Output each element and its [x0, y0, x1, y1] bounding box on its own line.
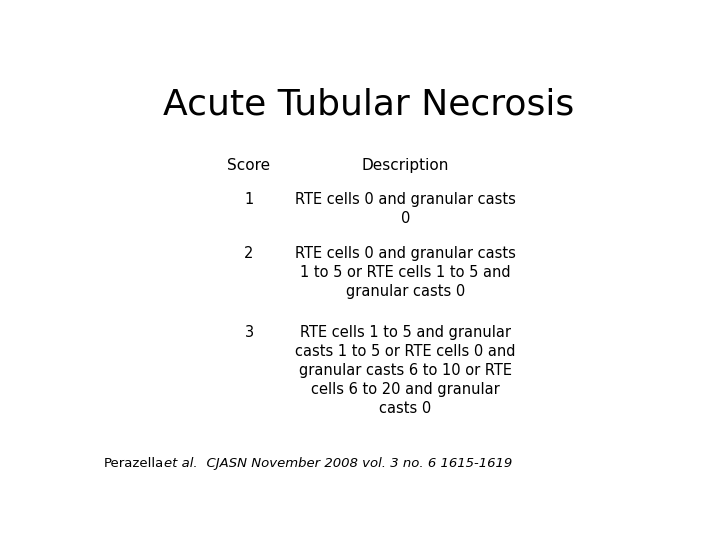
Text: RTE cells 1 to 5 and granular
casts 1 to 5 or RTE cells 0 and
granular casts 6 t: RTE cells 1 to 5 and granular casts 1 to…	[295, 325, 516, 416]
Text: RTE cells 0 and granular casts
0: RTE cells 0 and granular casts 0	[294, 192, 516, 226]
Text: Score: Score	[228, 158, 271, 173]
Text: et al.: et al.	[164, 457, 198, 470]
Text: Perazella: Perazella	[104, 457, 164, 470]
Text: Acute Tubular Necrosis: Acute Tubular Necrosis	[163, 87, 575, 122]
Text: RTE cells 0 and granular casts
1 to 5 or RTE cells 1 to 5 and
granular casts 0: RTE cells 0 and granular casts 1 to 5 or…	[294, 246, 516, 299]
Text: Description: Description	[361, 158, 449, 173]
Text: 1: 1	[244, 192, 253, 207]
Text: 2: 2	[244, 246, 253, 261]
Text: 3: 3	[245, 325, 253, 340]
Text: CJASN November 2008 vol. 3 no. 6 1615-1619: CJASN November 2008 vol. 3 no. 6 1615-16…	[198, 457, 512, 470]
